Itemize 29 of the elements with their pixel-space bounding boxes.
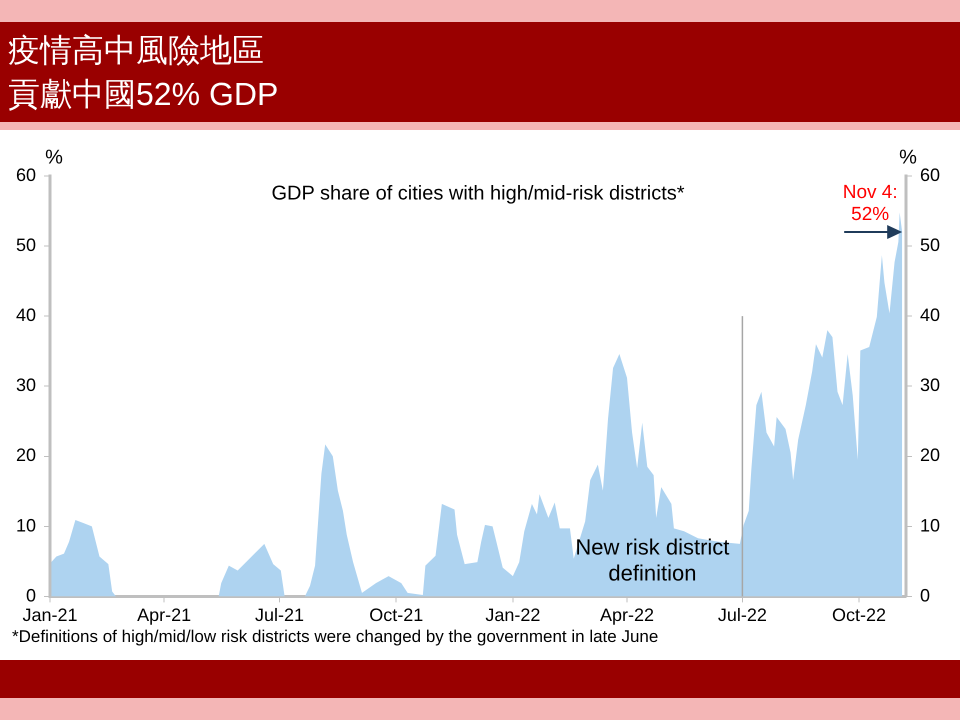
y2-tick-label: 50 [920,235,940,256]
y-tick-label: 30 [16,375,36,396]
y2-tick-label: 60 [920,164,940,185]
y-tick-label: 10 [16,515,36,536]
x-tick-label: Oct-21 [369,605,424,626]
y2-tick-label: 10 [920,515,940,536]
y-axis-title: % [45,146,64,169]
x-tick-label: Apr-22 [600,605,654,626]
x-tick-label: Jul-22 [718,605,767,626]
x-tick-label: Apr-21 [137,605,192,626]
x-tick-label: Oct-22 [832,605,886,626]
y2-axis-title: % [899,146,918,169]
y-tick-label: 60 [16,164,36,185]
chart-title: 疫情高中風險地區貢獻中國52% GDP [8,31,280,114]
y2-tick-label: 0 [920,585,930,606]
text: *Definitions of high/mid/low risk districts were changed by the government in late June [12,627,658,647]
y-tick-label: 0 [26,585,36,606]
annotation: Nov 4: 52% [842,182,898,225]
x-tick-label: Jan-21 [22,605,78,626]
y2-tick-label: 20 [920,445,940,466]
y2-tick-label: 40 [920,305,940,326]
chart-subtitle: GDP share of cities with high/mid-risk districts* [271,182,685,205]
y-tick-label: 50 [16,235,36,256]
y-tick-label: 20 [16,445,36,466]
y2-tick-label: 30 [920,375,940,396]
x-tick-label: Jan-22 [485,605,540,626]
ref-line-label: New risk district definition [575,534,730,586]
y-tick-label: 40 [16,305,36,326]
x-tick-label: Jul-21 [255,605,304,626]
